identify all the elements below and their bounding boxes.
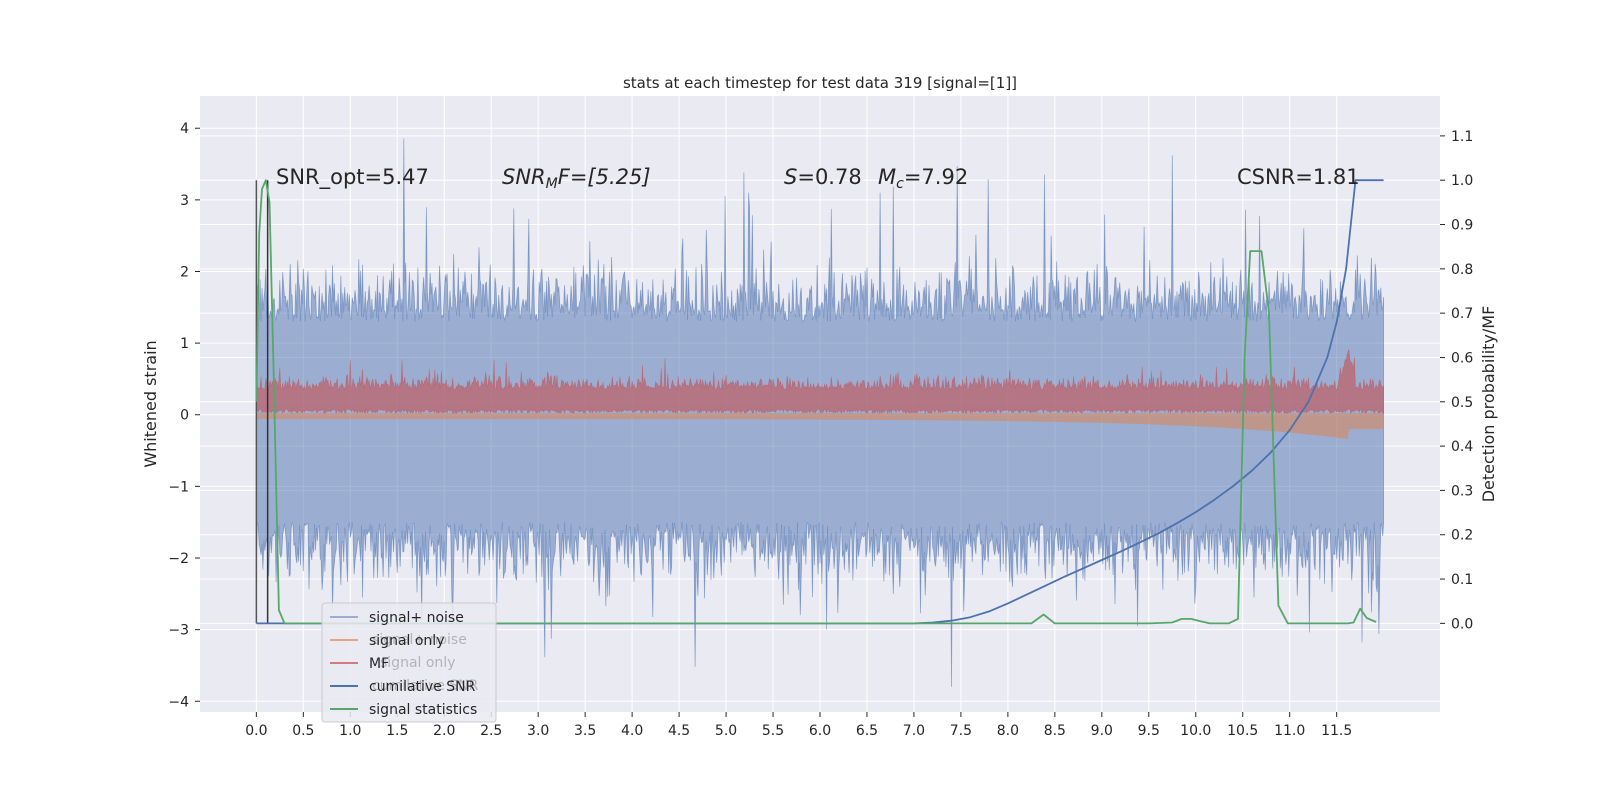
legend-ghost-signal-noise: signal+ noise <box>372 632 467 648</box>
x-tick-label: 5.5 <box>762 723 784 739</box>
y-ticks-right: 1.1 1.0 0.9 0.8 0.7 0.6 0.5 0.4 0.3 0.2 0.1 0.0 <box>1440 129 1473 632</box>
annotation-snr-opt: SNR_opt=5.47 <box>276 165 429 190</box>
x-tick-label: 6.5 <box>856 723 878 739</box>
y-tick-label: 2 <box>180 264 189 280</box>
legend-label-signal-noise: signal+ noise <box>369 610 464 626</box>
x-tick-label: 8.0 <box>997 723 1019 739</box>
y-right-tick-label: 0.6 <box>1451 350 1473 366</box>
y-right-tick-label: 1.1 <box>1451 129 1473 145</box>
y-tick-label: −4 <box>168 694 189 710</box>
legend-box <box>321 602 497 723</box>
x-tick-label: 1.0 <box>339 723 361 739</box>
x-tick-label: 9.0 <box>1091 723 1113 739</box>
series-fills <box>255 138 1384 687</box>
x-tick-label: 2.0 <box>433 723 455 739</box>
x-tick-label: 10.5 <box>1227 723 1258 739</box>
x-tick-label: 3.5 <box>574 723 596 739</box>
x-tick-label: 4.0 <box>621 723 643 739</box>
y-tick-label: 4 <box>180 121 189 137</box>
legend-ghost-signal-only: signal only <box>380 655 455 671</box>
x-tick-label: 1.5 <box>386 723 408 739</box>
legend-label-mf: MF <box>369 656 389 672</box>
y-right-tick-label: 0.9 <box>1451 218 1473 234</box>
y-tick-label: 3 <box>180 193 189 209</box>
annotation-mc-val: =7.92 <box>904 165 968 189</box>
annotation-s: S=0.78 <box>784 165 862 189</box>
annotation-s-val: =0.78 <box>797 165 861 189</box>
y-right-tick-label: 0.3 <box>1451 483 1473 499</box>
x-tick-label: 6.0 <box>809 723 831 739</box>
legend-ghost-text: signal+ noise signal only cumilative SNR <box>372 632 479 694</box>
legend-label-signal-statistics: signal statistics <box>369 702 477 718</box>
annotation-snr-mf-main: SNR <box>502 165 546 189</box>
x-tick-label: 10.0 <box>1180 723 1211 739</box>
x-tick-label: 5.0 <box>715 723 737 739</box>
annotation-snr-mf-sub: M <box>546 176 558 192</box>
x-tick-label: 8.5 <box>1044 723 1066 739</box>
x-tick-label: 9.5 <box>1138 723 1160 739</box>
y-tick-label: −1 <box>168 479 189 495</box>
annotation-snr-mf-rest: F=[5.25] <box>558 165 651 189</box>
legend-label-cumilative-snr: cumilative SNR <box>369 679 476 695</box>
annotation-s-var: S <box>784 165 797 189</box>
y-right-tick-label: 0.8 <box>1451 262 1473 278</box>
y-right-tick-label: 0.2 <box>1451 528 1473 544</box>
legend: signal+ noise signal only cumilative SNR… <box>321 602 497 723</box>
y-right-tick-label: 1.0 <box>1451 173 1473 189</box>
x-tick-label: 2.5 <box>480 723 502 739</box>
x-tick-label: 0.5 <box>292 723 314 739</box>
y-right-tick-label: 0.4 <box>1451 439 1473 455</box>
y-tick-label: −2 <box>168 551 189 567</box>
series-lines <box>255 179 1384 625</box>
series-signal-only <box>256 413 1384 440</box>
x-tick-label: 11.0 <box>1274 723 1305 739</box>
annotation-csnr: CSNR=1.81 <box>1237 165 1360 189</box>
annotation-snr-mf: SNRMF=[5.25] <box>502 165 651 192</box>
y-ticks-left: 4 3 2 1 0 −1 −2 −3 −4 <box>168 121 200 710</box>
series-signal-statistics <box>255 179 1377 625</box>
series-mf <box>256 349 1384 415</box>
annotation-mc-sub: c <box>896 176 904 192</box>
x-tick-label: 11.5 <box>1321 723 1352 739</box>
y-axis-label-left: Whitened strain <box>141 340 160 467</box>
x-ticks: 0.0 0.5 1.0 1.5 2.0 2.5 3.0 3.5 4.0 4.5 5.0 5.5 6.0 6… <box>245 712 1352 739</box>
y-right-tick-label: 0.1 <box>1451 572 1473 588</box>
x-tick-label: 3.0 <box>527 723 549 739</box>
series-signal-noise <box>255 138 1384 687</box>
legend-label-signal-only: signal only <box>369 633 444 649</box>
y-axis-label-right: Detection probability/MF <box>1479 306 1498 503</box>
x-tick-label: 7.0 <box>903 723 925 739</box>
annotation-mc-var: M <box>878 165 896 189</box>
y-tick-label: 0 <box>180 408 189 424</box>
y-right-tick-label: 0.5 <box>1451 395 1473 411</box>
y-tick-label: −3 <box>168 623 189 639</box>
y-right-tick-label: 0.0 <box>1451 616 1473 632</box>
x-tick-label: 0.0 <box>245 723 267 739</box>
y-right-tick-label: 0.7 <box>1451 306 1473 322</box>
x-tick-label: 4.5 <box>668 723 690 739</box>
chart-title: stats at each timestep for test data 319… <box>623 74 1017 92</box>
x-tick-label: 7.5 <box>950 723 972 739</box>
legend-ghost-cumilative-snr: cumilative SNR <box>372 678 479 694</box>
y-tick-label: 1 <box>180 336 189 352</box>
annotation-mc: Mc=7.92 <box>878 165 968 192</box>
